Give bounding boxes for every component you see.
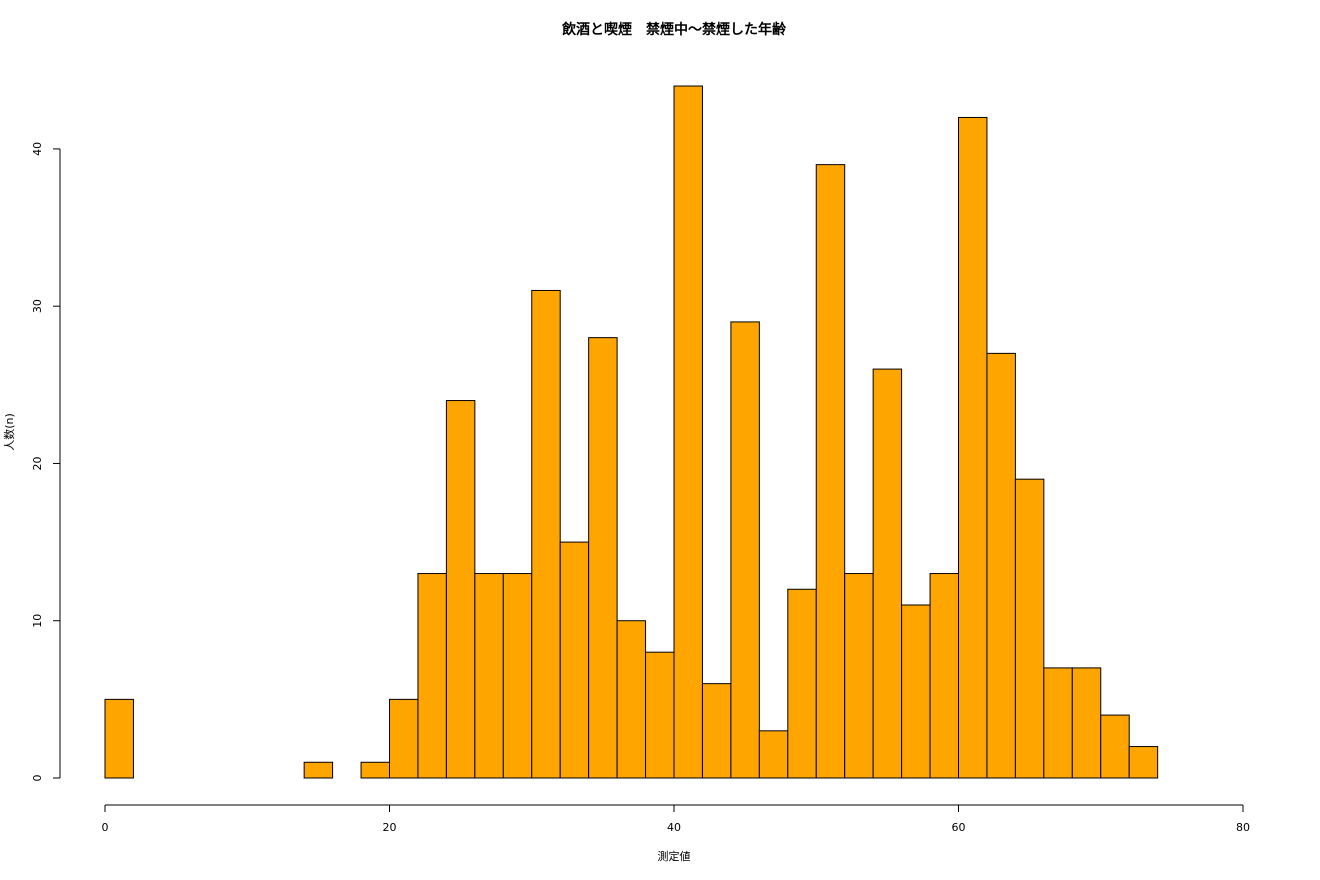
x-axis-label: 測定値 — [658, 849, 691, 863]
bar — [958, 116, 988, 779]
bar — [787, 588, 817, 779]
bar — [730, 321, 760, 779]
bar — [389, 698, 419, 779]
bar — [872, 368, 903, 779]
y-axis-label: 人数(n) — [3, 413, 16, 451]
y-tick-label: 0 — [31, 775, 44, 782]
bar — [645, 651, 675, 779]
x-tick-label: 0 — [102, 821, 109, 834]
bar — [1128, 746, 1159, 779]
bar — [844, 573, 874, 779]
bar — [360, 761, 390, 779]
bar — [986, 352, 1016, 779]
bar — [417, 573, 447, 779]
bar — [502, 573, 533, 779]
bar — [445, 400, 476, 779]
y-tick-label: 30 — [31, 299, 44, 313]
bar — [901, 604, 931, 779]
y-tick-label: 10 — [31, 614, 44, 628]
bar — [531, 289, 561, 779]
bar — [1100, 714, 1130, 779]
bar — [1071, 667, 1102, 779]
bar — [588, 337, 618, 779]
bar — [559, 541, 590, 779]
x-tick-label: 60 — [952, 821, 966, 834]
y-tick-label: 20 — [31, 456, 44, 470]
bar — [1014, 478, 1045, 779]
bar — [929, 573, 959, 779]
bar — [616, 620, 647, 779]
bar — [673, 85, 703, 779]
bar — [758, 730, 789, 779]
y-tick-label: 40 — [31, 142, 44, 156]
bar — [303, 761, 334, 779]
x-tick-label: 20 — [383, 821, 397, 834]
bar — [701, 683, 732, 779]
chart-title: 飲酒と喫煙 禁煙中～禁煙した年齢 — [561, 21, 787, 38]
bar — [474, 573, 504, 779]
x-tick-label: 40 — [667, 821, 681, 834]
x-tick-label: 80 — [1236, 821, 1250, 834]
bar — [104, 698, 134, 779]
bar — [1043, 667, 1073, 779]
bar — [815, 164, 846, 779]
